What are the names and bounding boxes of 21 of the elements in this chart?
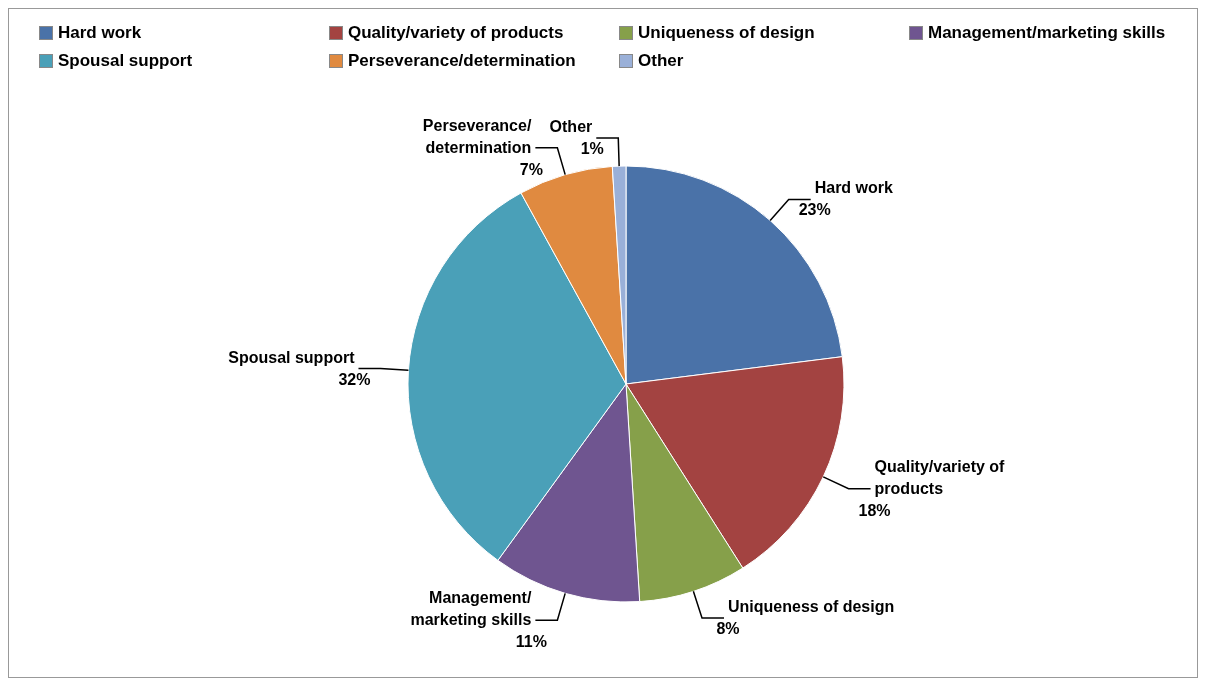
data-label: 32% bbox=[338, 370, 371, 388]
legend-label: Perseverance/determination bbox=[348, 51, 576, 71]
legend-label: Uniqueness of design bbox=[638, 23, 815, 43]
data-label: 18% bbox=[858, 501, 891, 519]
legend-label: Management/marketing skills bbox=[928, 23, 1166, 43]
data-label: 8% bbox=[716, 619, 740, 637]
slice-label: Perseverance/determination bbox=[422, 116, 532, 156]
legend-label: Hard work bbox=[58, 23, 142, 43]
slice-label: Uniqueness of design bbox=[728, 597, 895, 615]
data-label: 23% bbox=[798, 201, 831, 219]
slice-label: Management/marketing skills bbox=[410, 589, 532, 629]
legend-label: Other bbox=[638, 51, 684, 71]
slice-label: Spousal support bbox=[228, 348, 356, 366]
data-label: 7% bbox=[519, 160, 543, 178]
slice-label: Quality/variety of products bbox=[874, 457, 1006, 497]
data-label: 1% bbox=[580, 140, 604, 158]
slice-label: Hard work bbox=[814, 179, 894, 197]
slice-label: Other bbox=[549, 118, 593, 136]
data-label: 11% bbox=[515, 633, 547, 651]
legend-label: Quality/variety of products bbox=[348, 23, 564, 43]
legend-label: Spousal support bbox=[58, 51, 193, 71]
